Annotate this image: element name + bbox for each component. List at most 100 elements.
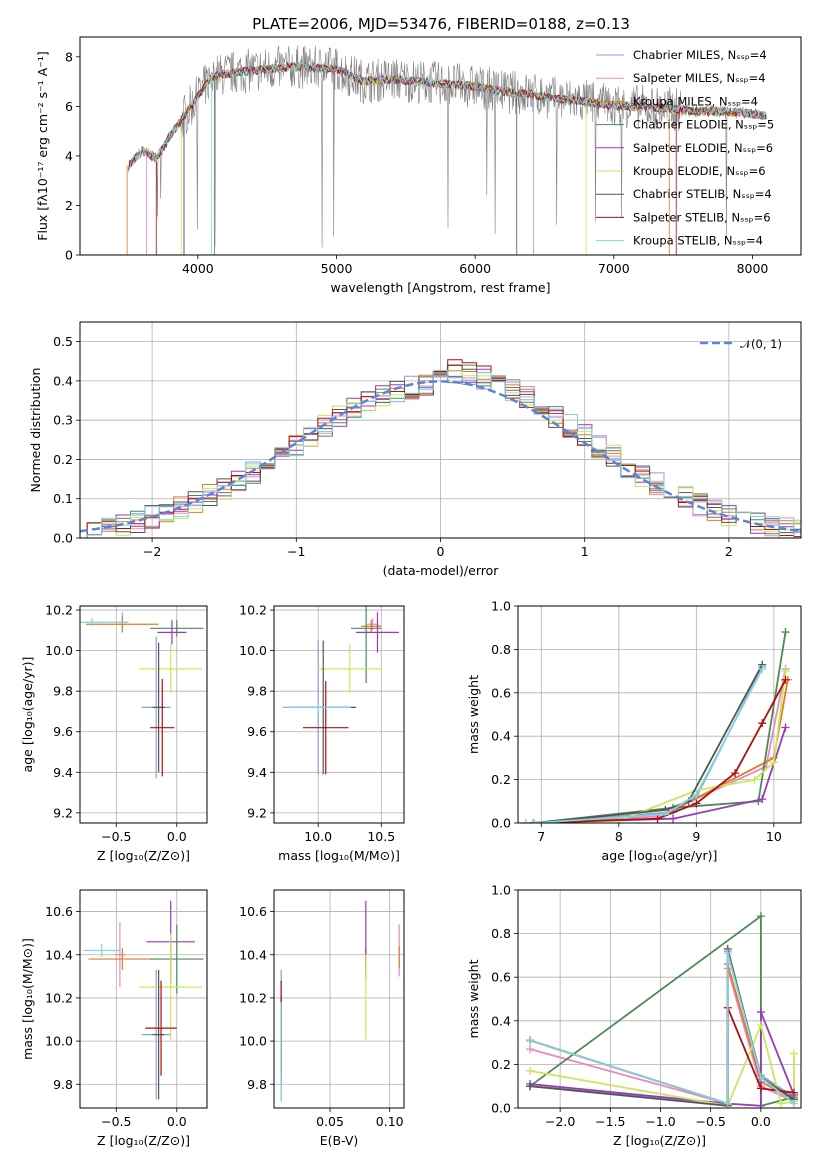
- weight-marker-kroupa-elodie: [776, 1099, 785, 1108]
- y-tick-label: 9.8: [247, 684, 267, 699]
- legend-label-normal: 𝒩(0, 1): [740, 337, 782, 351]
- y-axis-label: mass weight: [466, 959, 481, 1038]
- normal-curve: [80, 380, 801, 533]
- plot-area-weight_vs_Z: [518, 890, 801, 1108]
- plot-area-residuals: [80, 322, 801, 538]
- y-axis-label: age [log₁₀(age/yr)]: [20, 657, 35, 773]
- weight-marker-chabrier-elodie: [781, 628, 790, 637]
- x-tick-label: 5000: [321, 261, 353, 276]
- weight-marker-kroupa-stelib: [526, 1036, 535, 1045]
- axes-frame: [79, 36, 802, 256]
- y-axis-label: mass [log₁₀(M/M⊙)]: [20, 938, 35, 1060]
- x-axis-label: mass [log₁₀(M/M⊙)]: [278, 848, 400, 863]
- x-axis-label: age [log₁₀(age/yr)]: [602, 848, 718, 863]
- weight-marker-salpeter-stelib: [789, 1088, 798, 1097]
- weight-line-chabrier-elodie: [533, 631, 787, 823]
- y-axis-label: Flux [fλ10⁻¹⁷ erg cm⁻² s⁻¹ A⁻¹]: [35, 51, 50, 240]
- y-tick-label: 6: [65, 99, 73, 114]
- legend-label: Salpeter MILES, Nₛₛₚ=4: [633, 71, 766, 85]
- histogram-chabrier-elodie: [80, 364, 801, 538]
- legend-label: Chabrier STELIB, Nₛₛₚ=4: [633, 187, 772, 201]
- y-tick-label: 0.6: [491, 685, 511, 700]
- x-tick-label: 6000: [459, 261, 491, 276]
- legend-label: Kroupa ELODIE, Nₛₛₚ=6: [633, 164, 766, 178]
- y-tick-label: 0.1: [53, 491, 73, 506]
- weight-marker-kroupa-stelib: [661, 810, 670, 819]
- x-axis-label: E(B-V): [320, 1133, 359, 1148]
- legend-label: Kroupa MILES, Nₛₛₚ=4: [633, 94, 758, 108]
- y-tick-label: 9.8: [247, 1077, 267, 1092]
- weight-marker-salpeter-stelib: [653, 814, 662, 823]
- weight-line-chabrier-miles: [533, 666, 764, 823]
- weight-line-kroupa-stelib: [529, 952, 795, 1105]
- weight-marker-kroupa-elodie: [756, 1021, 765, 1030]
- x-tick-label: 1: [581, 544, 589, 559]
- y-axis-label: Normed distribution: [28, 368, 43, 493]
- chart-residuals: −2 −1 0 1 2 0.0 0.1 0.2 0.3 0.4 0.5 (data-model)/er…: [28, 321, 802, 578]
- weight-line-kroupa-stelib: [533, 668, 763, 823]
- weight-line-chabrier-miles: [529, 950, 795, 1105]
- y-tick-label: 10.2: [239, 990, 267, 1005]
- y-tick-label: 10.4: [239, 947, 267, 962]
- y-tick-label: 10.2: [45, 603, 73, 618]
- plot-area-weight_vs_age: [518, 606, 801, 823]
- x-tick-label: −0.5: [696, 1114, 726, 1129]
- chart-age_vs_Z: −0.5 0.0 9.2 9.4 9.6 9.8 10.0 10.2 Z [log₁₀(Z/Z⊙…: [20, 603, 208, 863]
- weight-marker-kroupa-stelib: [529, 819, 538, 823]
- axes-frame: [79, 889, 208, 1109]
- y-tick-label: 8: [65, 49, 73, 64]
- legend-label: Salpeter ELODIE, Nₛₛₚ=6: [633, 141, 773, 155]
- weight-line-chabrier-stelib: [533, 664, 763, 823]
- weight-marker-salpeter-miles: [526, 1045, 535, 1054]
- weight-marker-kroupa-stelib: [756, 1073, 765, 1082]
- y-tick-label: 10.6: [239, 904, 267, 919]
- y-tick-label: 0.8: [491, 642, 511, 657]
- y-tick-label: 10.0: [239, 1034, 267, 1049]
- y-tick-label: 0.0: [491, 816, 511, 831]
- weight-marker-kroupa-elodie: [789, 1049, 798, 1058]
- y-tick-label: 10.0: [239, 643, 267, 658]
- y-tick-label: 0.0: [53, 531, 73, 546]
- y-tick-label: 1.0: [491, 599, 511, 614]
- y-tick-label: 0.4: [491, 1013, 511, 1028]
- x-tick-label: 10.5: [367, 829, 395, 844]
- histogram-chabrier-stelib: [80, 365, 801, 538]
- x-axis-label: (data-model)/error: [383, 563, 500, 578]
- y-tick-label: 10.6: [45, 904, 73, 919]
- model-line-kroupa-stelib: [128, 62, 767, 171]
- x-tick-label: 0: [437, 544, 445, 559]
- y-tick-label: 2: [65, 198, 73, 213]
- chart-mass_vs_ebv: 0.05 0.10 9.8 10.0 10.2 10.4 10.6 E(B-V): [239, 889, 405, 1148]
- y-tick-label: 0.0: [491, 1101, 511, 1116]
- weight-marker-salpeter-elodie: [756, 1101, 765, 1108]
- histogram-kroupa-miles: [80, 364, 801, 538]
- legend-label: Chabrier MILES, Nₛₛₚ=4: [633, 48, 767, 62]
- y-tick-label: 0.5: [53, 334, 73, 349]
- weight-marker-kroupa-elodie: [769, 758, 778, 767]
- x-tick-label: 4000: [182, 261, 214, 276]
- y-tick-label: 9.2: [53, 805, 73, 820]
- y-tick-label: 0.8: [491, 926, 511, 941]
- plot-area-spectrum: [126, 45, 767, 255]
- x-tick-label: −0.5: [101, 1114, 131, 1129]
- y-tick-label: 0.4: [491, 729, 511, 744]
- x-tick-label: 0.10: [376, 1114, 404, 1129]
- weight-marker-salpeter-elodie: [756, 1008, 765, 1017]
- legend-label: Chabrier ELODIE, Nₛₛₚ=5: [633, 118, 774, 132]
- figure-title: PLATE=2006, MJD=53476, FIBERID=0188, z=0…: [252, 15, 630, 33]
- y-tick-label: 0.2: [491, 772, 511, 787]
- weight-marker-salpeter-stelib: [781, 675, 790, 684]
- x-tick-label: 0.0: [167, 1114, 187, 1129]
- y-tick-label: 0: [65, 248, 73, 263]
- histogram-salpeter-elodie: [80, 368, 801, 538]
- weight-marker-salpeter-elodie: [669, 814, 678, 823]
- x-tick-label: 10: [766, 829, 782, 844]
- x-tick-label: 7000: [598, 261, 630, 276]
- y-tick-label: 9.2: [247, 805, 267, 820]
- y-tick-label: 9.8: [53, 684, 73, 699]
- weight-marker-kroupa-stelib: [789, 1099, 798, 1108]
- x-tick-label: 0.05: [316, 1114, 344, 1129]
- histogram-salpeter-miles: [80, 370, 801, 538]
- plot-area-mass_vs_Z: [80, 890, 207, 1108]
- chart-weight_vs_age: 7 8 9 10 0.0 0.2 0.4 0.6 0.8 1.0 age [log₁₀(age/yr…: [466, 599, 802, 863]
